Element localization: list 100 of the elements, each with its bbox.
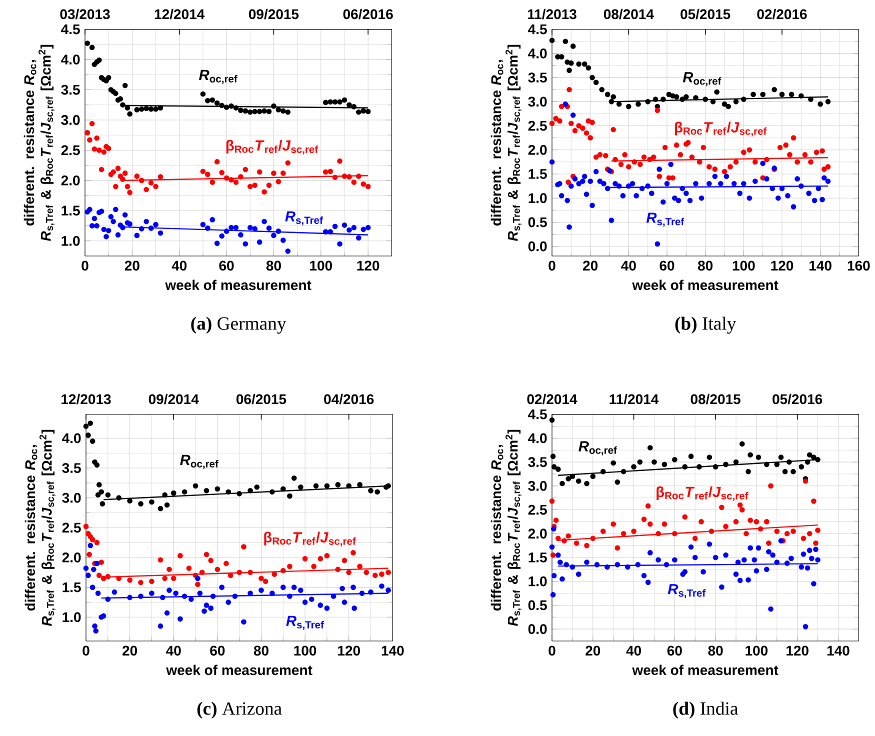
y-tick-label: 0.5: [528, 600, 547, 610]
y-tick-label: 3.0: [528, 480, 547, 491]
x-axis-title: week of measurement: [632, 280, 778, 290]
y-tick-label: 3.0: [61, 115, 80, 125]
text: 12/2013: [62, 394, 111, 404]
x-tick-label: 20: [124, 260, 140, 271]
y-tick-label: 1.0: [62, 236, 80, 246]
y-tick-label: 4.0: [528, 48, 547, 58]
y-tick-label: 2.0: [62, 552, 81, 562]
y-tick-label: 1.0: [62, 612, 81, 622]
text: 09/2014: [148, 394, 199, 404]
x-tick-label: 60: [219, 260, 234, 271]
text: 11/2013: [528, 8, 576, 20]
y-tick-label: 2.0: [528, 528, 547, 539]
x-tick-label: 100: [294, 646, 316, 656]
series-label: R$_{oc,ref}$: [180, 454, 218, 469]
y-tick-label: 0.0: [528, 624, 547, 634]
series-label: R$_{s,Tref}$: [646, 212, 684, 227]
text: 08/2014: [604, 8, 654, 20]
x-tick-label: 80: [254, 646, 268, 656]
text: 03/2013: [60, 8, 110, 20]
series-label: β$_{Roc}$T$_{ref}$/J$_{sc,ref}$: [264, 532, 356, 546]
x-tick-label: 140: [382, 646, 404, 656]
series-label: R$_{s,Tref}$: [668, 584, 706, 598]
text: 05/2016: [772, 394, 822, 404]
series-label: R$_{oc,ref}$: [682, 72, 722, 86]
text: (a) Germany: [191, 316, 286, 334]
x-tick-label: 120: [771, 260, 794, 271]
x-tick-label: 120: [338, 646, 360, 656]
text: 11/2014: [610, 394, 659, 404]
x-tick-label: 160: [848, 260, 870, 271]
x-tick-label: 40: [621, 260, 636, 271]
text: 09/2015: [248, 8, 299, 20]
series-label: R$_{s,Tref}$: [285, 211, 323, 226]
y-tick-label: 1.0: [528, 193, 547, 204]
series-label: β$_{Roc}$T$_{ref}$/J$_{sc,ref}$: [656, 486, 748, 501]
y-tick-label: 4.0: [61, 54, 80, 65]
y-tick-label: 3.0: [62, 492, 81, 503]
y-tick-label: 3.5: [528, 72, 547, 83]
x-tick-label: 80: [266, 260, 281, 271]
x-tick-label: 140: [827, 646, 850, 656]
x-tick-label: 60: [210, 646, 225, 656]
y-tick-label: 4.5: [528, 409, 547, 420]
x-tick-label: 0: [548, 646, 556, 656]
y-tick-label: 1.5: [62, 582, 81, 592]
x-tick-label: 60: [660, 260, 674, 271]
x-axis-title: week of measurement: [632, 664, 778, 676]
x-tick-label: 120: [786, 646, 808, 656]
y-tick-label: 3.5: [61, 84, 80, 95]
x-tick-label: 0: [548, 260, 556, 271]
y-tick-label: 1.5: [528, 552, 547, 562]
text: 04/2016: [324, 394, 374, 404]
y-tick-label: 0.5: [528, 217, 547, 228]
text: 05/2015: [680, 8, 730, 20]
series-label: β$_{Roc}$T$_{ref}$/J$_{sc,ref}$: [675, 122, 767, 136]
series-label: R$_{s,Tref}$: [286, 616, 324, 630]
x-tick-label: 40: [166, 646, 181, 656]
y-tick-label: 4.5: [528, 24, 547, 34]
x-tick-label: 0: [82, 260, 88, 271]
x-tick-label: 20: [122, 646, 138, 656]
x-tick-label: 100: [746, 646, 768, 656]
x-axis-title: week of measurement: [166, 664, 312, 676]
series-label: R$_{oc,ref}$: [578, 441, 617, 456]
y-tick-label: 1.5: [528, 169, 547, 179]
x-tick-label: 100: [732, 260, 755, 271]
x-tick-label: 80: [698, 260, 713, 271]
x-tick-label: 100: [310, 260, 332, 271]
x-tick-label: 80: [708, 646, 723, 656]
y-tick-label: 2.5: [62, 522, 81, 533]
series-label: β$_{Roc}$T$_{ref}$/J$_{sc,ref}$: [226, 140, 318, 155]
y-tick-label: 1.5: [62, 206, 80, 216]
y-tick-label: 4.0: [528, 433, 547, 444]
text: (b) Italy: [675, 316, 736, 334]
text: 06/2016: [343, 8, 393, 20]
y-tick-label: 0.0: [528, 241, 547, 252]
text: (d) India: [673, 702, 738, 719]
y-tick-label: 4.5: [61, 24, 80, 34]
text: (c) Arizona: [197, 702, 282, 719]
y-tick-label: 1.0: [528, 576, 547, 586]
text: 02/2016: [757, 8, 807, 20]
x-tick-label: 140: [810, 260, 832, 271]
x-tick-label: 20: [583, 260, 598, 271]
y-tick-label: 3.0: [528, 96, 547, 107]
y-tick-label: 3.5: [528, 457, 547, 468]
series-label: R$_{oc,ref}$: [199, 70, 238, 84]
y-tick-label: 4.0: [62, 433, 81, 444]
x-tick-label: 20: [586, 646, 600, 656]
x-tick-label: 60: [667, 646, 682, 656]
text: 08/2015: [690, 394, 740, 404]
y-tick-label: 2.0: [61, 175, 80, 186]
x-axis-title: week of measurement: [165, 280, 312, 290]
y-tick-label: 2.5: [61, 145, 80, 156]
y-tick-label: 2.5: [528, 504, 547, 515]
x-tick-label: 40: [626, 646, 641, 656]
y-tick-label: 2.0: [528, 144, 547, 155]
x-tick-label: 40: [172, 260, 187, 271]
y-tick-label: 2.5: [528, 120, 547, 131]
text: 12/2014: [154, 8, 205, 20]
x-tick-label: 120: [357, 260, 380, 271]
text: 06/2015: [236, 394, 286, 404]
